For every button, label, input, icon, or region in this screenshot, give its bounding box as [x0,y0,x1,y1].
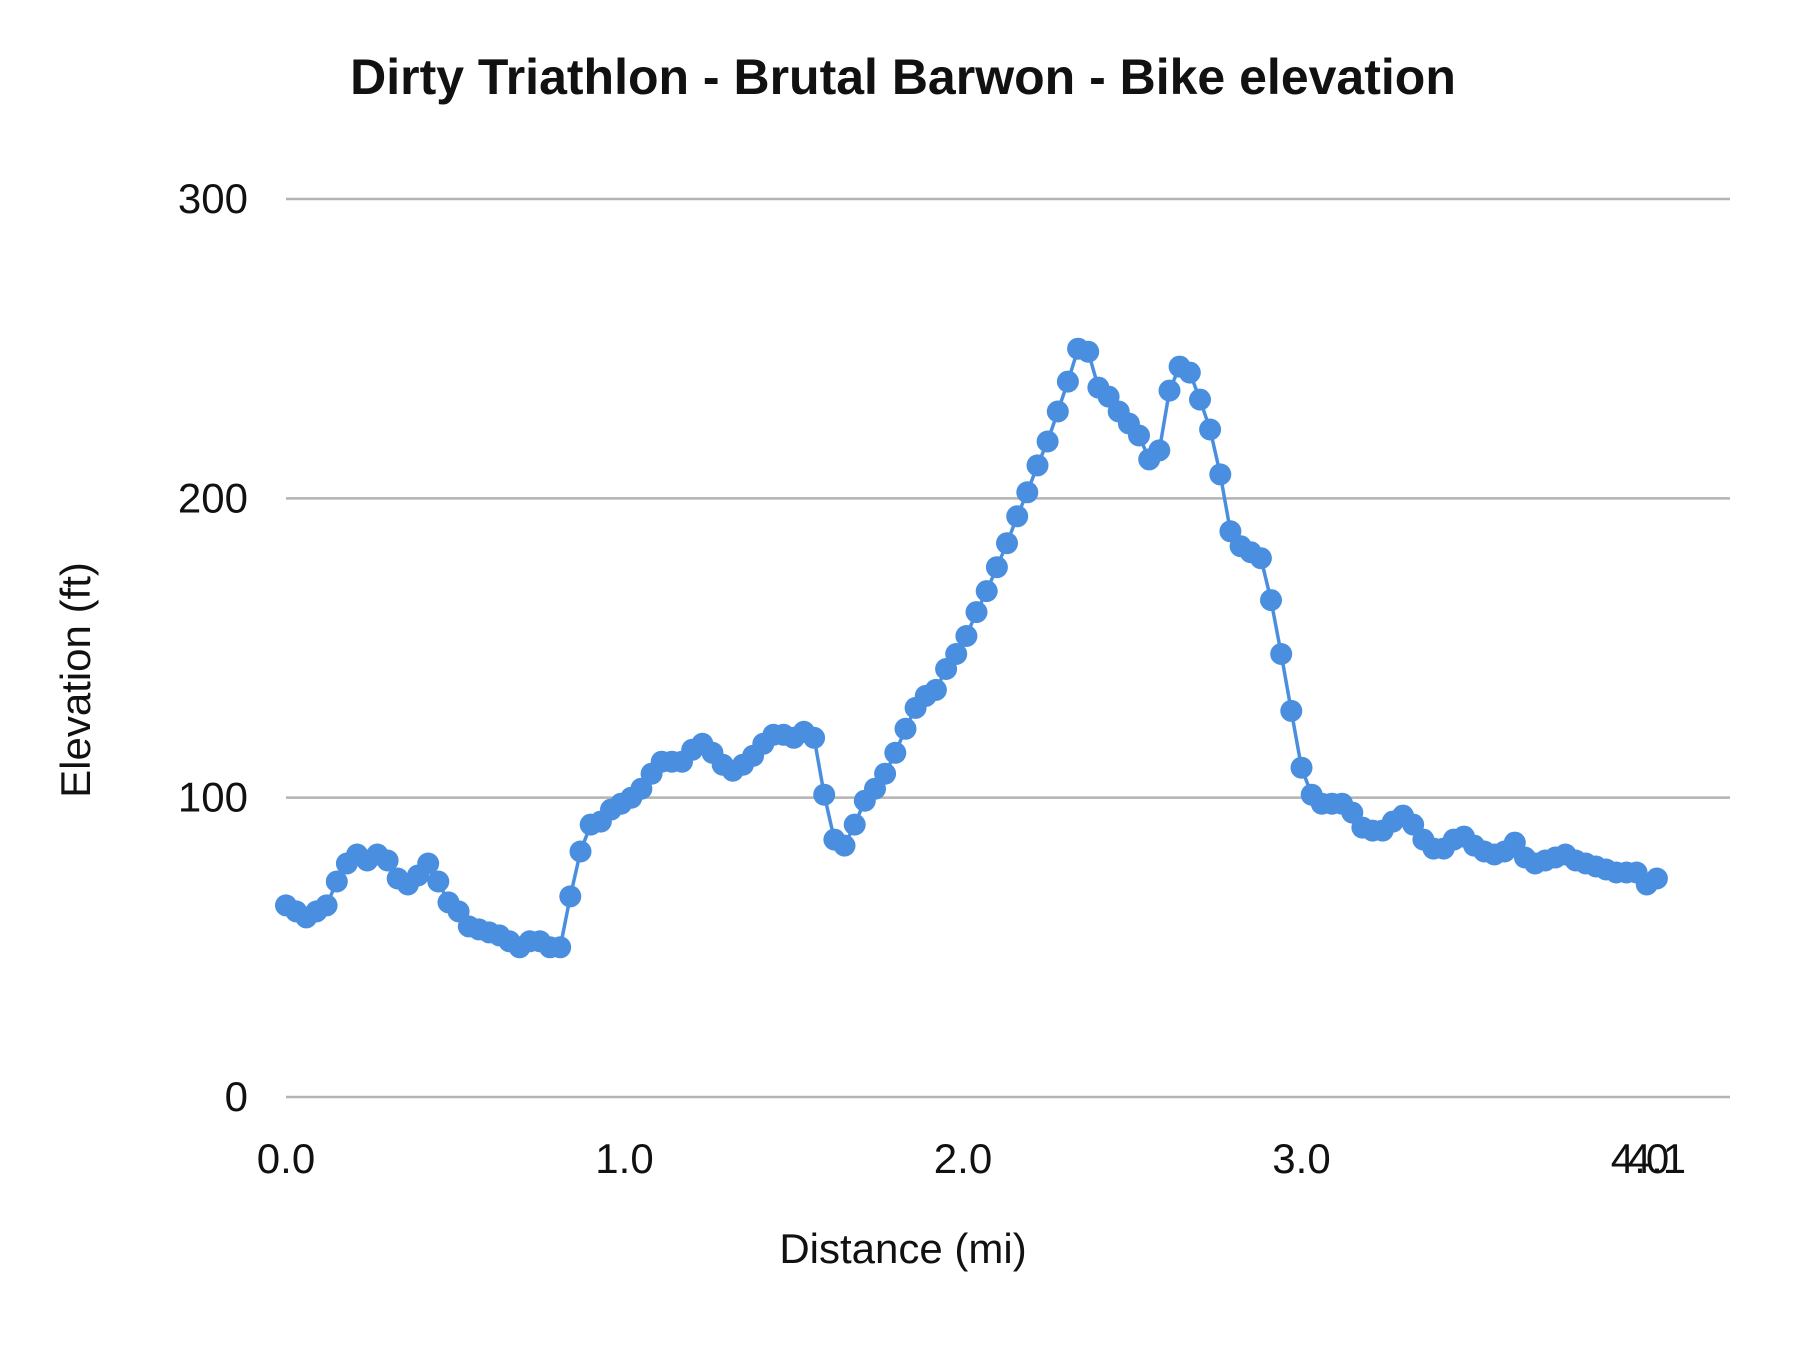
data-point [996,532,1018,555]
data-point [1290,756,1313,779]
data-point [924,678,947,701]
data-point [803,726,826,749]
data-point [1249,547,1272,570]
x-tick-label: 4.0 [1611,1135,1669,1182]
data-point [894,717,917,740]
data-point [325,870,348,893]
data-point [975,580,998,603]
x-axis-ticks: 0.0 1.0 2.0 3.0 4.04.1 [257,1135,1686,1182]
data-point [833,834,856,857]
data-point [1178,361,1201,384]
data-point [1148,439,1171,462]
series-line [285,346,1658,950]
data-point [1270,643,1293,665]
data-point [843,813,866,836]
data-point [1260,589,1282,612]
x-tick-label: 1.0 [595,1135,653,1182]
data-point [559,885,582,908]
data-point [417,852,440,875]
chart-title: Dirty Triathlon - Brutal Barwon - Bike e… [350,49,1456,105]
data-point [569,840,592,863]
data-point [1645,867,1668,890]
y-axis-label: Elevation (ft) [52,562,99,798]
data-point [1158,379,1181,402]
data-point [1036,430,1059,453]
x-tick-label: 2.0 [934,1135,992,1182]
gridlines [286,197,1730,1099]
x-tick-label: 0.0 [257,1135,315,1182]
data-point [315,894,338,917]
x-tick-label: 3.0 [1272,1135,1330,1182]
data-point [884,741,907,764]
data-point [376,849,399,872]
data-point [874,762,897,785]
data-points [275,337,1668,959]
data-point [1006,505,1029,528]
data-point [965,601,988,624]
data-point [985,556,1008,579]
data-point [1026,454,1049,477]
data-point [955,625,978,647]
data-point [1056,370,1079,393]
y-tick-label: 100 [178,774,248,821]
data-point [1128,424,1150,447]
x-tick-label: 4.1 [1628,1135,1686,1182]
data-point [427,870,450,893]
data-point [549,936,572,959]
data-point [1077,340,1100,363]
data-point [1016,481,1039,504]
data-point [1046,400,1069,423]
y-tick-label: 0 [225,1073,248,1120]
data-point [1199,418,1222,441]
y-tick-label: 300 [178,175,248,222]
data-point [813,783,836,806]
y-tick-label: 200 [178,474,248,521]
data-point [1280,699,1303,722]
x-axis-label: Distance (mi) [779,1225,1026,1272]
y-axis-ticks: 0 100 200 300 [178,175,248,1120]
data-point [1209,463,1232,486]
data-point [1189,388,1211,411]
data-point [945,643,968,665]
